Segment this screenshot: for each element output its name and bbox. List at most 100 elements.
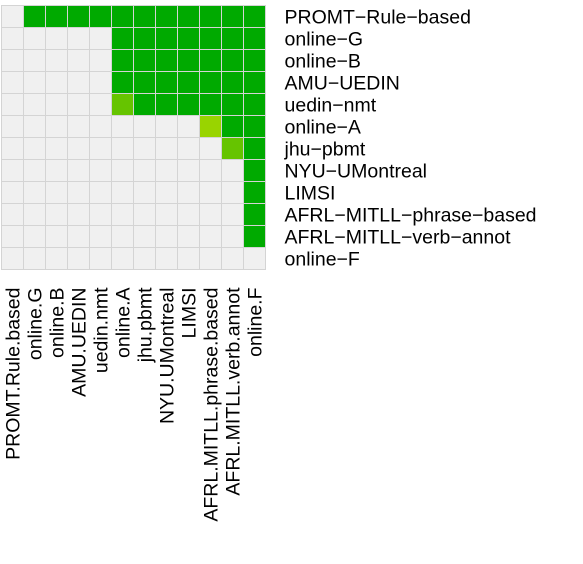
heatmap-cell — [133, 71, 156, 94]
row-label: AMU−UEDIN — [285, 73, 400, 95]
heatmap-cell — [23, 159, 46, 182]
heatmap-cell — [1, 203, 24, 226]
heatmap-cell — [133, 159, 156, 182]
column-label: AFRL.MITLL.phrase.based — [201, 288, 223, 522]
heatmap-cell — [111, 27, 134, 50]
heatmap-cell — [23, 115, 46, 138]
heatmap-cell — [133, 225, 156, 248]
heatmap-cell — [111, 71, 134, 94]
column-label: online.B — [47, 288, 69, 358]
heatmap-cell — [199, 137, 222, 160]
heatmap-cell — [89, 181, 112, 204]
heatmap-cell — [155, 49, 178, 72]
heatmap-cell — [23, 93, 46, 116]
row-label: online−F — [285, 249, 360, 271]
heatmap-cell — [199, 115, 222, 138]
heatmap-cell — [111, 181, 134, 204]
heatmap-cell — [45, 181, 68, 204]
heatmap-cell — [221, 93, 244, 116]
heatmap-cell — [243, 181, 266, 204]
heatmap-cell — [1, 247, 24, 270]
heatmap-cell — [67, 137, 90, 160]
heatmap-cell — [111, 93, 134, 116]
heatmap-cell — [1, 5, 24, 28]
heatmap-cell — [111, 5, 134, 28]
heatmap-cell — [243, 137, 266, 160]
heatmap-cell — [155, 115, 178, 138]
heatmap-cells — [1, 5, 266, 270]
heatmap-cell — [23, 181, 46, 204]
heatmap-cell — [89, 247, 112, 270]
heatmap-cell — [221, 5, 244, 28]
heatmap-cell — [199, 93, 222, 116]
heatmap-cell — [177, 71, 200, 94]
heatmap-cell — [133, 137, 156, 160]
heatmap-cell — [243, 203, 266, 226]
heatmap-cell — [199, 181, 222, 204]
heatmap-cell — [177, 181, 200, 204]
column-label: PROMT.Rule.based — [3, 288, 25, 460]
heatmap-cell — [177, 159, 200, 182]
heatmap-cell — [221, 71, 244, 94]
row-label: AFRL−MITLL−verb−annot — [285, 227, 512, 249]
heatmap-cell — [67, 5, 90, 28]
column-labels: PROMT.Rule.based online.G online.B AMU.UEDI… — [3, 287, 267, 522]
heatmap-cell — [67, 93, 90, 116]
heatmap-cell — [243, 5, 266, 28]
column-label: AMU.UEDIN — [69, 288, 91, 397]
column-label: AFRL.MITLL.verb.annot — [223, 287, 245, 496]
heatmap-cell — [199, 5, 222, 28]
heatmap-cell — [111, 203, 134, 226]
heatmap-cell — [133, 5, 156, 28]
heatmap-cell — [1, 115, 24, 138]
heatmap-cell — [45, 225, 68, 248]
heatmap-cell — [177, 203, 200, 226]
heatmap-cell — [23, 49, 46, 72]
heatmap-cell — [133, 203, 156, 226]
heatmap-cell — [89, 115, 112, 138]
heatmap-cell — [67, 181, 90, 204]
heatmap-cell — [89, 27, 112, 50]
heatmap-cell — [199, 203, 222, 226]
heatmap-cell — [155, 225, 178, 248]
heatmap-cell — [1, 71, 24, 94]
heatmap-cell — [67, 115, 90, 138]
heatmap-cell — [111, 247, 134, 270]
heatmap-cell — [1, 27, 24, 50]
heatmap-cell — [111, 49, 134, 72]
heatmap-cell — [177, 27, 200, 50]
heatmap-cell — [177, 93, 200, 116]
heatmap-cell — [221, 137, 244, 160]
heatmap-cell — [23, 225, 46, 248]
heatmap-cell — [89, 159, 112, 182]
heatmap-cell — [111, 137, 134, 160]
heatmap-cell — [133, 93, 156, 116]
heatmap-cell — [45, 247, 68, 270]
heatmap-cell — [1, 93, 24, 116]
heatmap-cell — [155, 247, 178, 270]
heatmap-cell — [221, 203, 244, 226]
heatmap-cell — [23, 27, 46, 50]
heatmap-cell — [199, 49, 222, 72]
row-label: jhu−pbmt — [284, 139, 366, 161]
heatmap-cell — [67, 225, 90, 248]
heatmap-cell — [89, 137, 112, 160]
heatmap-cell — [45, 5, 68, 28]
heatmap-cell — [23, 71, 46, 94]
heatmap-cell — [67, 159, 90, 182]
heatmap-cell — [45, 159, 68, 182]
row-label: online−A — [285, 117, 361, 139]
heatmap-cell — [155, 27, 178, 50]
heatmap-cell — [155, 181, 178, 204]
heatmap-cell — [111, 115, 134, 138]
heatmap-cell — [243, 27, 266, 50]
heatmap-cell — [89, 203, 112, 226]
heatmap-cell — [89, 225, 112, 248]
heatmap-cell — [89, 49, 112, 72]
column-label: uedin.nmt — [91, 287, 113, 373]
heatmap-cell — [89, 71, 112, 94]
heatmap-cell — [111, 225, 134, 248]
heatmap-cell — [221, 181, 244, 204]
heatmap-cell — [45, 71, 68, 94]
heatmap-cell — [23, 5, 46, 28]
